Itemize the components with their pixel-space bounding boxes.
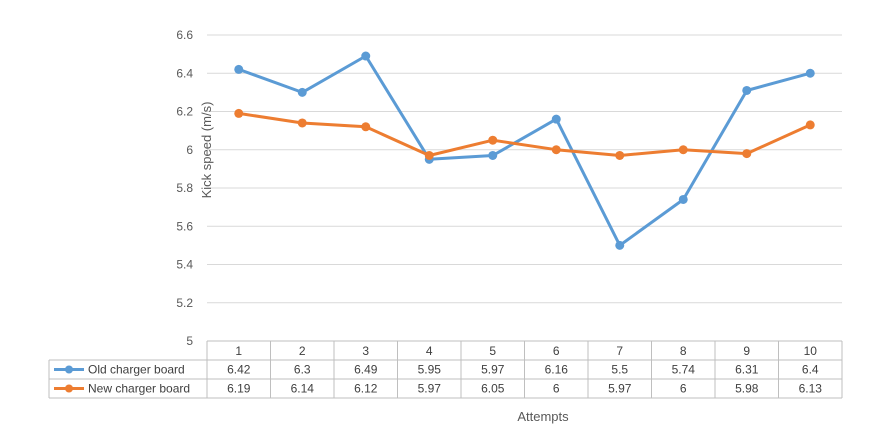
y-tick-label: 5.6 (176, 219, 193, 233)
data-point (551, 114, 561, 124)
x-tick-label: 8 (680, 344, 687, 358)
data-point (615, 240, 625, 250)
data-point (678, 194, 688, 204)
x-axis-title: Attempts (517, 409, 569, 424)
gridlines (207, 34, 842, 304)
data-point (297, 87, 307, 97)
data-point (805, 120, 815, 130)
data-label: 5.74 (672, 363, 696, 377)
legend-key-marker (65, 365, 73, 374)
x-tick-label: 1 (235, 344, 242, 358)
data-point (742, 85, 752, 95)
data-point (615, 150, 625, 160)
x-tick-label: 7 (616, 344, 623, 358)
y-tick-label: 6 (186, 143, 193, 157)
y-tick-label: 5.2 (176, 296, 193, 310)
y-tick-label: 5 (186, 334, 193, 348)
data-point (551, 145, 561, 155)
data-point (805, 68, 815, 78)
legend-entry: Old charger board (88, 363, 185, 377)
data-point (361, 51, 371, 61)
y-tick-label: 6.2 (176, 105, 193, 119)
data-label: 6.14 (291, 382, 315, 396)
data-label: 6.16 (545, 363, 569, 377)
data-label: 6.12 (354, 382, 378, 396)
y-axis-ticks: 5 5.2 5.4 5.6 5.8 6 6.2 6.4 6.6 (176, 28, 193, 348)
data-point (361, 122, 371, 132)
legend-entry: New charger board (88, 382, 190, 396)
y-tick-label: 5.4 (176, 258, 193, 272)
data-point (297, 118, 307, 128)
x-tick-label: 4 (426, 344, 433, 358)
data-point (234, 64, 244, 74)
data-label: 6.42 (227, 363, 251, 377)
series-lines (234, 51, 815, 250)
data-label: 6.49 (354, 363, 378, 377)
data-label: 6 (553, 382, 560, 396)
data-label: 5.95 (418, 363, 442, 377)
data-point (488, 135, 498, 145)
y-tick-label: 6.4 (176, 66, 193, 80)
data-label: 6.13 (799, 382, 823, 396)
data-point (678, 145, 688, 155)
data-point (424, 150, 434, 160)
y-tick-label: 6.6 (176, 28, 193, 42)
x-tick-label: 6 (553, 344, 560, 358)
x-tick-label: 2 (299, 344, 306, 358)
y-tick-label: 5.8 (176, 181, 193, 195)
data-point (234, 108, 244, 118)
y-axis-title: Kick speed (m/s) (199, 102, 214, 199)
data-label: 6 (680, 382, 687, 396)
data-label: 6.3 (294, 363, 311, 377)
data-label: 5.97 (418, 382, 442, 396)
data-point (488, 150, 498, 160)
data-label: 5.98 (735, 382, 759, 396)
data-label: 5.97 (481, 363, 505, 377)
data-label: 6.05 (481, 382, 505, 396)
data-label: 6.4 (802, 363, 819, 377)
data-label: 5.97 (608, 382, 632, 396)
data-label: 6.19 (227, 382, 251, 396)
series-line (237, 54, 812, 247)
series-line (237, 111, 812, 157)
x-tick-label: 3 (362, 344, 369, 358)
data-point (742, 149, 752, 159)
data-label: 6.31 (735, 363, 759, 377)
x-tick-label: 10 (804, 344, 818, 358)
data-table: 1 2 3 4 5 6 7 8 9 10 Old charger board 6.42 6.3 6.49 5… (48, 340, 843, 399)
data-label: 5.5 (611, 363, 628, 377)
legend-key-marker (65, 384, 73, 393)
x-tick-label: 9 (743, 344, 750, 358)
x-tick-label: 5 (489, 344, 496, 358)
